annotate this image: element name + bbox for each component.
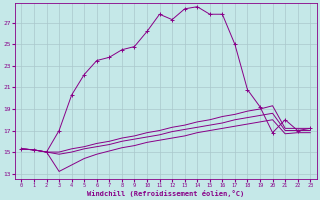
X-axis label: Windchill (Refroidissement éolien,°C): Windchill (Refroidissement éolien,°C) xyxy=(87,190,244,197)
